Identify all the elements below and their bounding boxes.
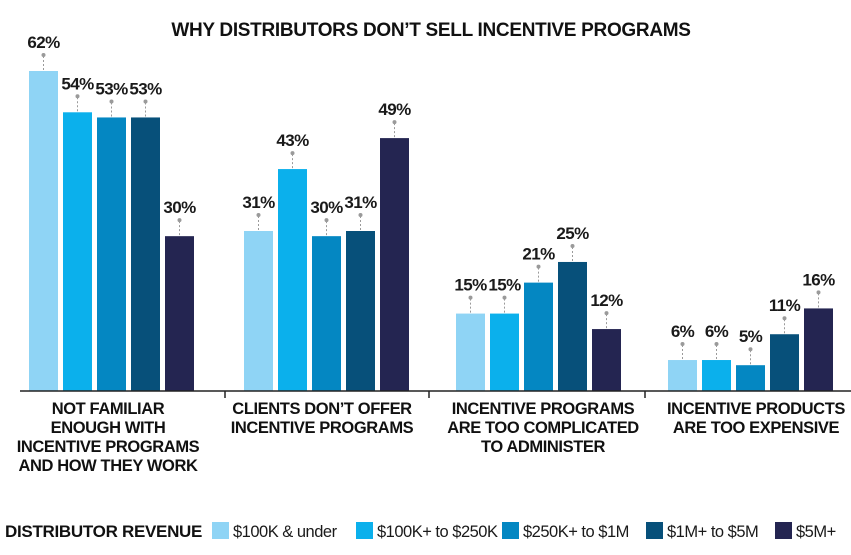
bar-250k-to-1m-cat4: [736, 365, 765, 391]
bars-layer: 62% 31% 15% 6% 54% 43% 15% 6% 53% 30% 21% 5% 53% 31% 2…: [27, 33, 836, 392]
value-leader-dot: [358, 213, 363, 217]
data-label-100k-to-250k-cat4: 6%: [705, 322, 729, 341]
value-leader-dot: [468, 295, 473, 300]
value-leader-dot: [41, 53, 46, 57]
value-leader-dot: [680, 342, 685, 347]
data-label-1m-to-5m-cat3: 25%: [556, 224, 589, 243]
value-leader-dot: [604, 311, 609, 316]
x-axis-ticks: [224, 391, 646, 398]
value-leader-dot: [816, 290, 821, 295]
legend-item-100k-under: $100K & under: [212, 522, 338, 541]
legend: $100K & under $100K+ to $250K $250K+ to $1…: [212, 522, 836, 541]
data-label-250k-to-1m-cat4: 5%: [739, 327, 763, 346]
bar-100k-to-250k-cat1: [63, 112, 92, 392]
legend-item-100k-to-250k: $100K+ to $250K: [356, 522, 498, 541]
bar-5m-cat3: [592, 329, 621, 391]
bar-100k-under-cat3: [456, 313, 485, 391]
data-label-250k-to-1m-cat1: 53%: [95, 79, 128, 98]
data-label-100k-to-250k-cat3: 15%: [488, 276, 521, 295]
value-leader-dot: [714, 342, 719, 347]
data-label-250k-to-1m-cat3: 21%: [522, 245, 555, 264]
data-label-100k-to-250k-cat1: 54%: [61, 74, 94, 93]
legend-label: $1M+ to $5M: [667, 523, 758, 541]
legend-swatch: [502, 522, 519, 539]
data-label-250k-to-1m-cat2: 30%: [310, 198, 343, 217]
legend-label: $250K+ to $1M: [523, 523, 629, 541]
value-leader-dot: [256, 213, 261, 217]
bar-1m-to-5m-cat3: [558, 261, 587, 391]
value-leader-dot: [782, 316, 787, 321]
value-leader-dot: [748, 347, 753, 352]
legend-label: $100K & under: [233, 523, 338, 541]
legend-item-5m: $5M+: [775, 522, 836, 541]
data-label-1m-to-5m-cat2: 31%: [344, 193, 377, 212]
legend-swatch: [212, 522, 229, 539]
bar-250k-to-1m-cat3: [524, 282, 553, 391]
bar-1m-to-5m-cat4: [770, 334, 799, 391]
data-label-5m-cat2: 49%: [378, 100, 411, 119]
legend-item-250k-to-1m: $250K+ to $1M: [502, 522, 629, 541]
legend-label: $100K+ to $250K: [377, 523, 498, 541]
value-leader-dot: [392, 120, 397, 125]
data-label-100k-under-cat2: 31%: [242, 193, 275, 212]
bar-1m-to-5m-cat2: [346, 231, 375, 391]
value-leader-dot: [109, 99, 114, 104]
legend-title: DISTRIBUTOR REVENUE: [5, 522, 202, 541]
data-label-100k-under-cat3: 15%: [454, 276, 487, 295]
category-labels: NOT FAMILIAR ENOUGH WITH INCENTIVE PROGRAM…: [17, 400, 846, 475]
category-label-4: INCENTIVE PRODUCTS ARE TOO EXPENSIVE: [667, 400, 845, 437]
value-leader-dot: [536, 264, 541, 269]
legend-swatch: [356, 522, 373, 539]
bar-100k-under-cat2: [244, 231, 273, 391]
bar-5m-cat1: [165, 236, 194, 391]
bar-5m-cat4: [804, 308, 833, 391]
data-label-1m-to-5m-cat1: 53%: [129, 79, 162, 98]
bar-100k-under-cat1: [29, 71, 58, 391]
data-label-100k-under-cat1: 62%: [27, 33, 60, 52]
data-label-100k-to-250k-cat2: 43%: [276, 131, 309, 150]
bar-250k-to-1m-cat2: [312, 236, 341, 391]
bar-100k-under-cat4: [668, 360, 697, 391]
value-leader-dot: [290, 151, 295, 156]
data-label-100k-under-cat4: 6%: [671, 322, 695, 341]
data-label-5m-cat3: 12%: [590, 291, 623, 310]
data-label-1m-to-5m-cat4: 11%: [769, 296, 801, 315]
chart-title: WHY DISTRIBUTORS DON’T SELL INCENTIVE PR…: [171, 20, 690, 41]
category-label-1: NOT FAMILIAR ENOUGH WITH INCENTIVE PROGRAM…: [17, 400, 200, 475]
legend-item-1m-to-5m: $1M+ to $5M: [646, 522, 759, 541]
bar-100k-to-250k-cat4: [702, 360, 731, 391]
bar-100k-to-250k-cat2: [278, 169, 307, 391]
data-label-5m-cat4: 16%: [802, 270, 835, 289]
value-leader-dot: [570, 243, 575, 248]
legend-label: $5M+: [796, 523, 836, 541]
legend-swatch: [775, 522, 792, 539]
value-leader-dot: [143, 99, 148, 104]
value-leader-dot: [75, 94, 80, 99]
bar-100k-to-250k-cat3: [490, 313, 519, 391]
category-label-2: CLIENTS DON’T OFFER INCENTIVE PROGRAMS: [231, 400, 414, 437]
data-label-5m-cat1: 30%: [163, 198, 196, 217]
value-leader-dot: [502, 295, 507, 300]
bar-5m-cat2: [380, 138, 409, 391]
value-leader-dot: [177, 218, 182, 223]
bar-1m-to-5m-cat1: [131, 117, 160, 392]
bar-250k-to-1m-cat1: [97, 117, 126, 392]
category-label-3: INCENTIVE PROGRAMS ARE TOO COMPLICATED TO …: [447, 400, 639, 456]
legend-swatch: [646, 522, 663, 539]
value-leader-dot: [324, 218, 329, 223]
